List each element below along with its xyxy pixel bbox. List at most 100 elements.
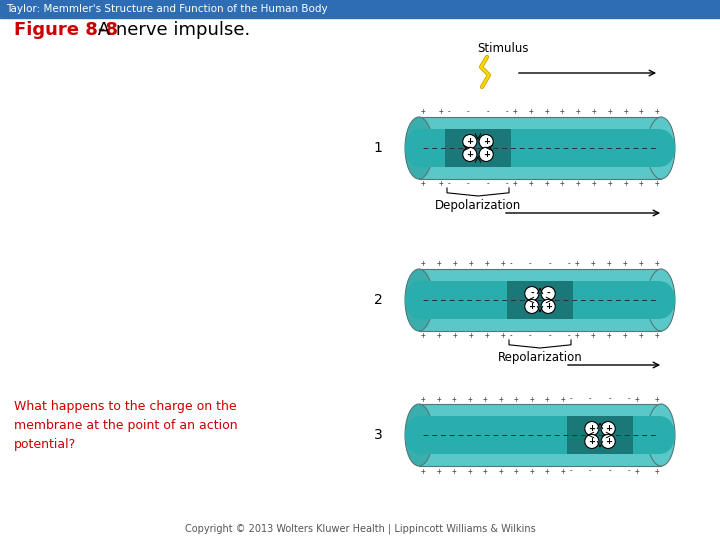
Text: +: + — [623, 332, 627, 341]
Text: -: - — [567, 332, 571, 341]
Text: Repolarization: Repolarization — [498, 351, 582, 364]
Text: +: + — [592, 107, 596, 117]
Text: +: + — [654, 467, 660, 476]
Ellipse shape — [405, 130, 433, 167]
Bar — [507, 281, 573, 319]
Circle shape — [479, 134, 493, 149]
Circle shape — [541, 287, 555, 301]
Text: +: + — [608, 107, 612, 117]
Text: -: - — [547, 332, 552, 341]
Bar — [0, 0, 720, 18]
Text: -: - — [466, 179, 471, 188]
Text: +: + — [469, 332, 473, 341]
Text: -: - — [485, 107, 490, 117]
Text: +: + — [500, 260, 505, 268]
Text: +: + — [498, 395, 503, 403]
Text: +: + — [482, 150, 490, 159]
Bar — [567, 416, 633, 454]
Text: +: + — [576, 179, 580, 188]
Text: +: + — [608, 179, 612, 188]
Text: +: + — [467, 137, 473, 146]
Text: +: + — [453, 332, 457, 341]
Bar — [419, 416, 661, 454]
Text: +: + — [545, 395, 550, 403]
Ellipse shape — [405, 281, 433, 319]
Bar — [419, 281, 661, 319]
Ellipse shape — [405, 416, 433, 454]
Text: A nerve impulse.: A nerve impulse. — [92, 21, 251, 39]
Text: +: + — [588, 437, 595, 446]
Text: +: + — [528, 302, 536, 311]
Text: +: + — [438, 107, 444, 117]
Text: -: - — [626, 467, 631, 476]
Text: -: - — [505, 107, 509, 117]
Text: +: + — [513, 179, 517, 188]
Ellipse shape — [647, 281, 675, 319]
Text: +: + — [561, 467, 565, 476]
Text: +: + — [639, 107, 644, 117]
Text: +: + — [453, 260, 457, 268]
Ellipse shape — [405, 404, 433, 466]
Text: +: + — [420, 467, 426, 476]
Text: +: + — [420, 179, 426, 188]
Text: -: - — [528, 332, 533, 341]
Text: +: + — [498, 467, 503, 476]
Text: +: + — [420, 395, 426, 403]
Circle shape — [463, 134, 477, 149]
Text: -: - — [547, 260, 552, 268]
Bar — [419, 269, 661, 331]
Text: Figure 8-8: Figure 8-8 — [14, 21, 118, 39]
Text: +: + — [485, 260, 490, 268]
Text: -: - — [569, 467, 573, 476]
Ellipse shape — [647, 130, 675, 167]
Text: +: + — [590, 260, 595, 268]
Text: +: + — [545, 467, 550, 476]
Text: -: - — [608, 467, 612, 476]
Text: +: + — [654, 107, 660, 117]
Text: +: + — [436, 467, 441, 476]
Text: +: + — [514, 467, 518, 476]
Text: +: + — [513, 107, 517, 117]
Text: +: + — [451, 395, 456, 403]
Text: Stimulus: Stimulus — [477, 42, 528, 55]
Text: +: + — [436, 395, 441, 403]
Text: -: - — [509, 332, 513, 341]
Text: +: + — [482, 137, 490, 146]
Circle shape — [525, 299, 539, 314]
Text: +: + — [483, 467, 487, 476]
Text: 1: 1 — [374, 141, 382, 155]
Text: +: + — [528, 179, 533, 188]
Text: -: - — [505, 179, 509, 188]
Text: -: - — [446, 107, 451, 117]
Ellipse shape — [647, 404, 675, 466]
Text: +: + — [514, 395, 518, 403]
Text: -: - — [528, 260, 533, 268]
Text: 3: 3 — [374, 428, 382, 442]
Text: +: + — [576, 107, 580, 117]
Text: Taylor: Memmler's Structure and Function of the Human Body: Taylor: Memmler's Structure and Function… — [6, 4, 328, 14]
Ellipse shape — [647, 416, 675, 454]
Text: +: + — [590, 332, 595, 341]
Text: -: - — [446, 179, 451, 188]
Text: -: - — [626, 395, 631, 403]
Text: -: - — [530, 289, 534, 298]
Text: +: + — [560, 179, 564, 188]
Ellipse shape — [647, 117, 675, 179]
Text: Copyright © 2013 Wolters Kluwer Health | Lippincott Williams & Wilkins: Copyright © 2013 Wolters Kluwer Health |… — [184, 523, 536, 534]
Circle shape — [525, 287, 539, 301]
Text: +: + — [561, 395, 565, 403]
Bar — [419, 117, 661, 179]
Text: +: + — [451, 467, 456, 476]
Text: +: + — [528, 107, 533, 117]
Text: +: + — [544, 302, 552, 311]
Text: -: - — [485, 179, 490, 188]
Circle shape — [601, 422, 615, 436]
Text: +: + — [654, 395, 660, 403]
Text: +: + — [624, 179, 628, 188]
Text: +: + — [530, 467, 534, 476]
Text: +: + — [592, 179, 596, 188]
Text: +: + — [607, 332, 611, 341]
Text: +: + — [605, 437, 612, 446]
Text: +: + — [436, 260, 441, 268]
Text: +: + — [467, 467, 472, 476]
